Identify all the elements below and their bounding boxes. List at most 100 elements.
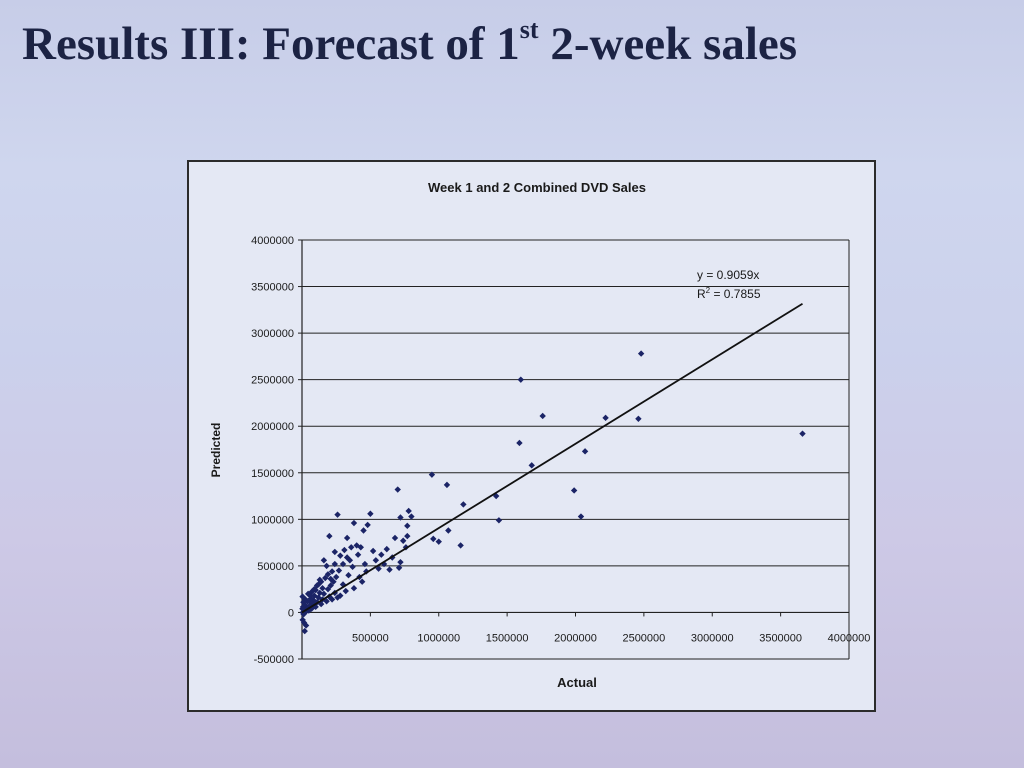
data-point [354,551,362,558]
data-point [343,554,351,561]
data-point [445,527,452,534]
data-point [443,481,451,489]
data-point [386,566,393,573]
data-point [317,600,325,608]
x-tick-label: 3500000 [759,632,802,644]
data-point [326,532,333,540]
x-tick-label: 2500000 [622,632,665,644]
x-tick-label: 1000000 [417,632,460,644]
data-point [539,412,546,420]
r-squared-superscript: 2 [706,286,711,295]
x-axis-label: Actual [557,675,597,690]
data-point [353,542,360,549]
data-point [343,534,351,542]
data-point [460,501,467,508]
slide-title-main: Results III: Forecast of 1 [22,18,520,70]
data-point [346,557,354,564]
data-point [457,542,464,549]
data-point [799,430,806,437]
data-point [516,439,523,447]
slide-title-superscript: st [519,15,539,45]
data-point [372,557,380,564]
data-point [358,578,366,585]
data-point [335,567,343,574]
data-point [306,602,313,610]
data-point [404,522,411,530]
data-point [528,462,535,469]
data-point [327,575,334,583]
data-point [301,627,308,635]
data-point [428,471,436,478]
data-point [405,507,412,515]
data-point [331,548,339,556]
gridlines [302,239,850,660]
y-axis-label: Predicted [209,423,223,478]
data-point [360,527,367,534]
data-points [299,350,806,635]
data-point [517,376,524,383]
data-point [324,571,332,578]
data-point [307,592,314,599]
data-point [495,517,503,524]
data-point [349,563,356,571]
y-tick-label: 1500000 [251,468,294,480]
y-tick-label: -500000 [254,654,294,666]
data-point [635,415,642,422]
data-point [581,448,589,455]
x-tick-label: 500000 [352,632,389,644]
data-point [430,535,437,543]
data-point [322,574,329,582]
y-tick-label: 3500000 [251,282,294,294]
trendline-r-squared: R2 = 0.7855 [697,286,761,301]
data-point [348,544,355,551]
data-point [570,487,578,494]
x-tick-label: 2000000 [554,632,597,644]
y-tick-label: 500000 [257,561,294,573]
data-point [394,486,401,493]
y-tick-label: 1000000 [251,514,294,526]
y-tick-label: 2500000 [251,375,294,387]
chart-frame: Week 1 and 2 Combined DVD Sales -500000 0… [187,160,876,712]
data-point [328,568,336,575]
data-point [337,552,344,559]
y-tick-label: 3000000 [251,328,294,340]
data-point [323,598,330,605]
data-point [577,513,585,520]
slide-title: Results III: Forecast of 1st 2-week sale… [22,14,797,74]
data-point [350,519,358,527]
data-point [435,538,442,545]
trendline-equation: y = 0.9059x [697,268,759,282]
data-point [320,557,328,564]
data-point [408,513,415,520]
x-tick-label: 3000000 [691,632,734,644]
data-point [323,562,330,570]
data-point [397,558,404,566]
slide-title-rest: 2-week sales [538,18,798,70]
data-point [341,546,348,554]
data-point [334,511,341,518]
data-point [367,510,374,517]
trendline [301,302,803,614]
data-point [299,616,306,624]
y-tick-label: 2000000 [251,421,294,433]
data-point [395,564,403,571]
data-point [383,545,390,553]
data-point [602,414,609,422]
y-tick-label: 0 [288,607,294,619]
data-point [369,547,377,555]
data-point [399,537,407,544]
data-point [375,565,382,572]
axes [298,239,850,660]
x-tick-label: 1500000 [486,632,529,644]
data-point [342,587,349,595]
data-point [404,532,411,540]
data-point [302,622,310,629]
scatter-chart: Week 1 and 2 Combined DVD Sales -500000 0… [209,180,870,690]
r-squared-letter: R [697,287,706,301]
data-point [345,572,352,579]
chart-title: Week 1 and 2 Combined DVD Sales [428,180,646,195]
data-point [316,589,323,597]
data-point [637,350,645,357]
data-point [350,585,358,592]
trendline-group [301,302,803,614]
